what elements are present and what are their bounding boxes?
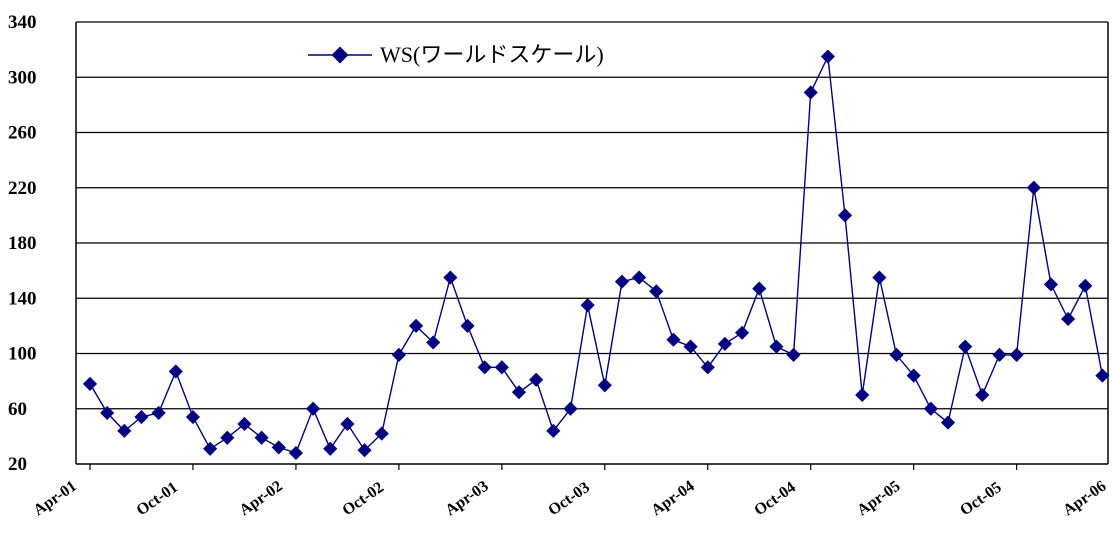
x-tick-label: Oct-05 [957,479,1005,519]
data-point [717,336,732,351]
y-tick-label: 260 [8,123,37,144]
data-point [391,347,406,362]
x-tick-label: Apr-01 [31,478,80,520]
data-point [563,401,578,416]
x-tick-label: Apr-02 [236,478,285,520]
data-point [940,415,956,430]
data-point [203,441,218,456]
data-point [1043,277,1059,292]
x-tick-label: Apr-03 [442,478,491,520]
data-point [786,347,801,362]
data-point [494,360,509,375]
data-point [237,416,252,432]
data-point [872,270,887,285]
y-tick-label: 20 [8,454,27,475]
data-point [1061,311,1076,327]
data-point [769,339,784,354]
x-tick-label: Oct-03 [545,479,593,519]
data-point [477,360,492,375]
y-tick-label: 340 [8,12,37,33]
axes [75,22,1109,470]
data-point [889,347,904,362]
data-point [357,443,372,458]
data-point [666,332,681,347]
y-tick-label: 180 [8,233,37,254]
data-point [1095,368,1110,383]
data-point [580,298,595,313]
data-point [837,208,853,223]
data-point [992,347,1007,362]
data-point [443,270,458,285]
data-point [117,423,132,438]
data-point [923,401,938,416]
data-point [632,270,647,285]
data-point [306,401,321,416]
x-tick-label: Apr-05 [854,478,903,520]
data-point [735,325,750,340]
data-point [700,360,715,375]
data-point [323,441,338,456]
x-tick-label: Oct-04 [751,479,799,519]
data-point [820,49,835,64]
data-point [408,318,424,333]
data-point [426,335,441,350]
y-tick-labels: 20 60 100 140 180 220 260 300 340 [8,12,37,475]
data-point [649,284,664,299]
y-tick-label: 220 [8,178,37,199]
data-point [168,364,183,379]
data-point [151,405,166,420]
legend: WS(ワールドスケール) [308,42,604,67]
data-point [134,409,149,425]
data-point [374,426,389,441]
data-point [82,376,98,391]
data-point [185,409,201,425]
y-tick-label: 100 [8,344,37,365]
gridlines [76,21,1108,410]
x-tick-label: Oct-01 [134,479,182,519]
x-tick-label: Oct-02 [339,479,387,519]
data-point [752,281,767,296]
data-point [803,85,818,100]
data-point [340,416,355,432]
y-tick-label: 300 [8,67,37,88]
data-point [1009,347,1024,362]
data-point [529,372,544,387]
data-point [1026,180,1041,195]
legend-label: WS(ワールドスケール) [380,42,604,67]
data-point [906,368,921,383]
legend-marker [331,46,349,64]
x-tick-labels: Apr-01 Oct-01 Apr-02 Oct-02 Apr-03 Oct-03 Apr-… [31,478,1110,520]
data-point [460,318,475,333]
x-tick-label: Apr-04 [648,478,697,520]
data-point [958,339,973,354]
y-tick-label: 140 [8,288,37,309]
data-point [511,385,527,400]
data-point [220,430,235,445]
data-point [254,430,269,445]
data-point [100,405,115,420]
data-point [271,440,286,455]
data-point [546,423,561,438]
data-point [1078,278,1093,293]
series-line [89,53,1104,454]
data-point [855,387,870,403]
data-point [683,339,698,354]
data-point [614,274,630,289]
data-point [975,387,990,403]
x-tick-label: Apr-06 [1060,478,1109,520]
data-point [597,378,612,393]
data-series [82,49,1110,461]
y-tick-label: 60 [8,399,27,420]
data-point [288,445,303,461]
